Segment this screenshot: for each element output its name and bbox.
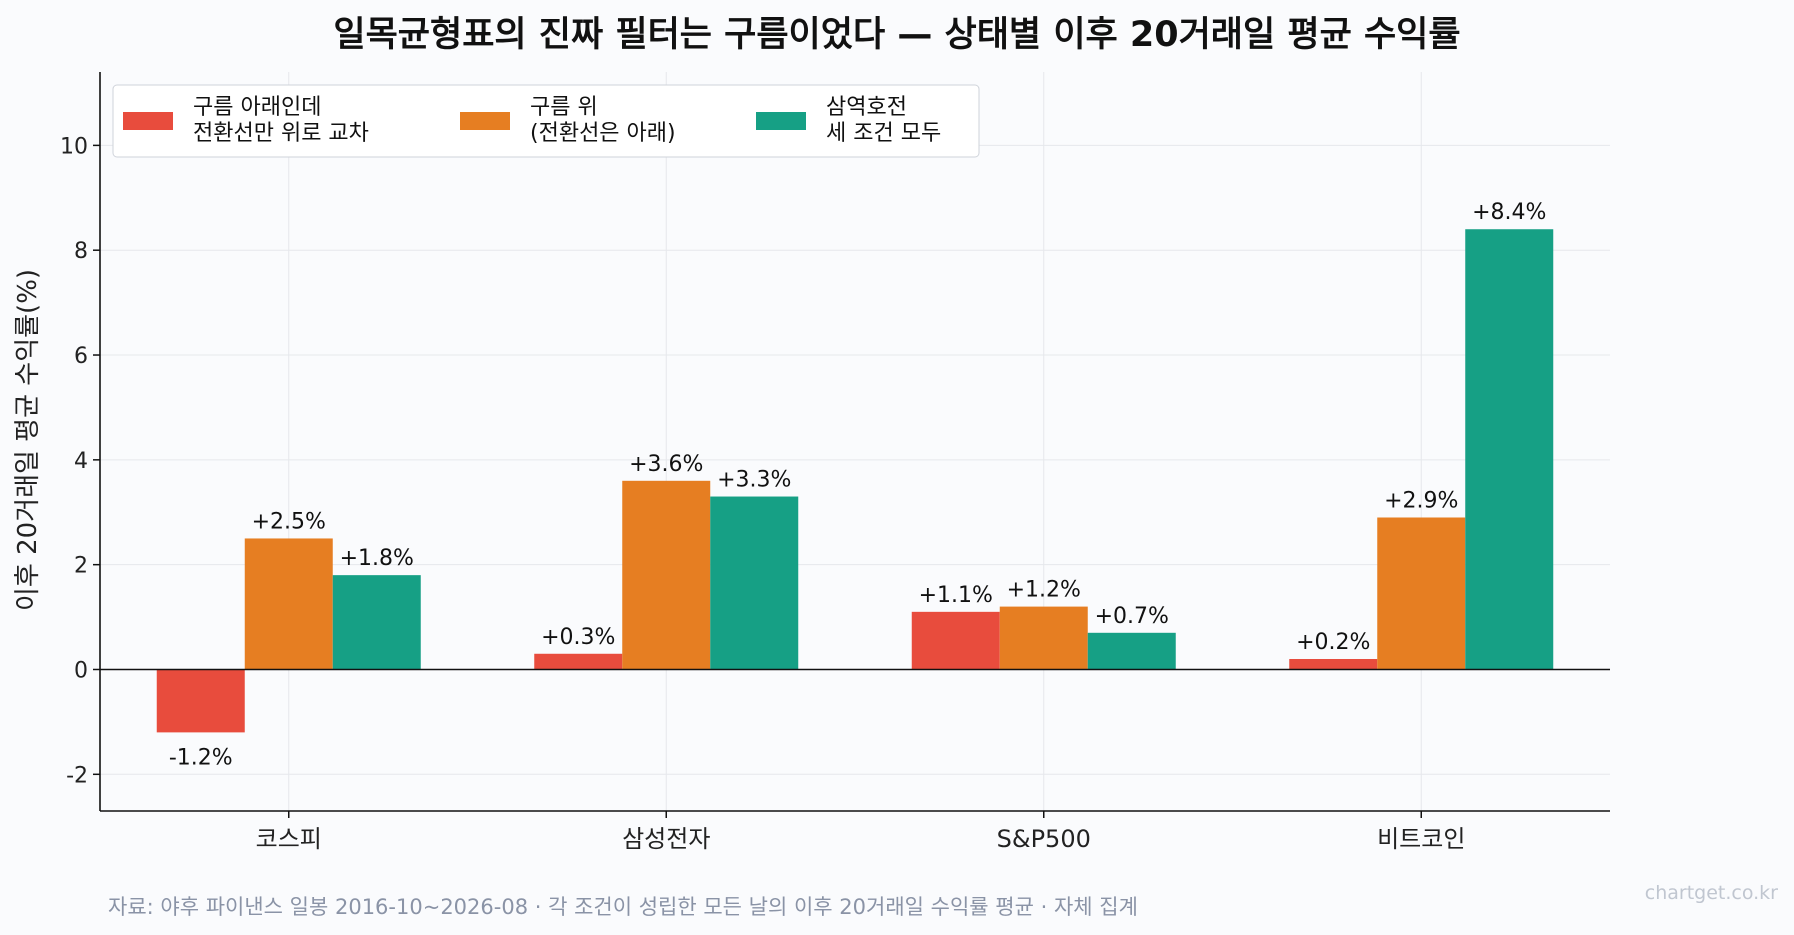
bar — [999, 606, 1088, 670]
bar — [1465, 229, 1554, 670]
data-label: +3.3% — [717, 468, 791, 493]
bar — [534, 653, 623, 670]
bar — [710, 496, 799, 670]
y-tick-label: 10 — [60, 134, 88, 159]
y-tick-label: 0 — [74, 658, 88, 683]
legend-frame — [112, 84, 980, 158]
data-label: +0.7% — [1095, 604, 1169, 629]
legend-entry-label: 전환선만 위로 교차 — [193, 121, 369, 146]
data-label: +8.4% — [1472, 200, 1546, 225]
x-tick-label: 비트코인 — [1377, 825, 1465, 853]
data-label: +2.5% — [252, 509, 326, 534]
bar — [1377, 517, 1466, 670]
watermark: chartget.co.kr — [1645, 882, 1778, 904]
data-labels: -1.2% +0.3% +1.1% +0.2% +2.5% +3.6% +1.2% +2.9%… — [169, 200, 1547, 770]
chart-title: 일목균형표의 진짜 필터는 구름이었다 — 상태별 이후 20거래일 평균 수익… — [333, 15, 1460, 55]
legend-swatch — [460, 112, 510, 130]
bar — [156, 669, 245, 733]
y-tick-label: 2 — [74, 554, 88, 579]
x-tick-label: 코스피 — [256, 825, 322, 853]
bar — [911, 611, 1000, 670]
x-tick-label: 삼성전자 — [622, 825, 710, 853]
bar — [1289, 659, 1378, 670]
bar — [244, 538, 333, 670]
axes: -2 0 2 4 6 8 10 코스피 삼성전자 S&P500 비트코인 — [60, 72, 1610, 853]
source-note: 자료: 야후 파이낸스 일봉 2016-10~2026-08 · 각 조건이 성… — [108, 895, 1138, 919]
data-label: +1.8% — [340, 546, 414, 571]
data-label: +3.6% — [629, 452, 703, 477]
y-tick-label: -2 — [66, 763, 88, 788]
legend-entry-label: 구름 아래인데 — [193, 95, 321, 120]
data-label: +2.9% — [1384, 488, 1458, 513]
y-tick-label: 8 — [74, 239, 88, 264]
legend-swatch — [756, 112, 806, 130]
grid-lines — [100, 72, 1610, 811]
legend-entry-label: 세 조건 모두 — [826, 121, 941, 146]
data-label: +0.3% — [541, 625, 615, 650]
data-label: +1.2% — [1007, 578, 1081, 603]
bars — [156, 229, 1554, 733]
legend-entry-label: (전환선은 아래) — [530, 121, 676, 146]
bar — [332, 575, 421, 670]
legend-swatch — [123, 112, 173, 130]
bar — [622, 480, 711, 670]
y-tick-label: 6 — [74, 344, 88, 369]
x-tick-label: S&P500 — [997, 825, 1091, 853]
legend-entry-label: 삼역호전 — [826, 95, 907, 120]
y-tick-label: 4 — [74, 449, 88, 474]
legend-entry-label: 구름 위 — [530, 95, 598, 120]
y-axis-label: 이후 20거래일 평균 수익률(%) — [13, 269, 43, 611]
data-label: -1.2% — [169, 745, 233, 770]
bar — [1087, 632, 1176, 670]
data-label: +0.2% — [1296, 630, 1370, 655]
data-label: +1.1% — [919, 583, 993, 608]
